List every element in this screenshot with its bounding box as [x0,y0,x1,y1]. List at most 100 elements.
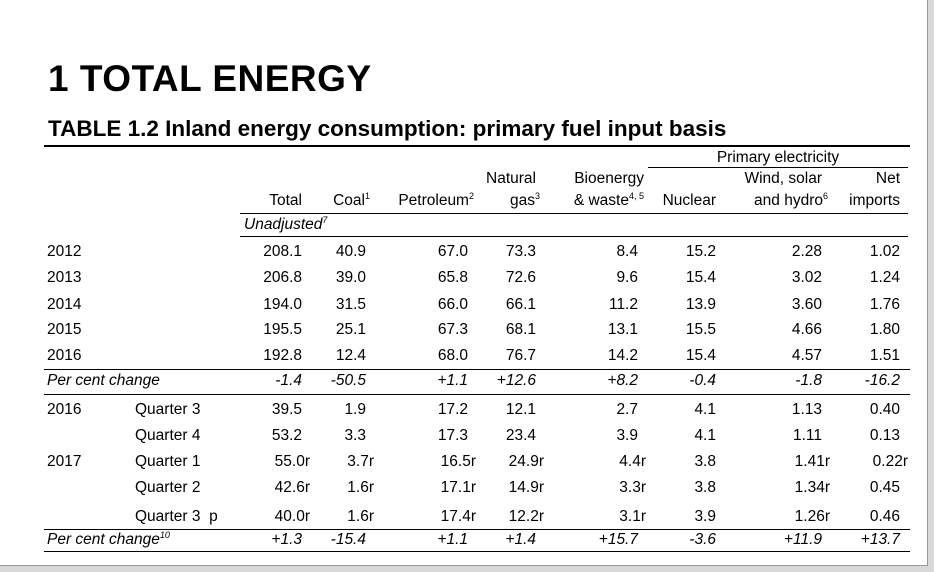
quarter-row-1-col8: 0.40 [869,401,900,418]
header-bioenergy-line2: & waste4, 5 [548,192,644,210]
header-coal: Coal1 [310,192,370,210]
annual-change-col3: +1.1 [437,372,468,389]
header-net-line1: Net [875,170,900,187]
primary-electricity-rule [648,167,908,168]
header-petroleum: Petroleum2 [380,192,474,210]
quarter-row-1-col1: 39.5 [271,401,302,418]
annual-row-4-col1: 195.5 [263,321,302,338]
header-bioenergy-line1: Bioenergy [548,170,644,188]
header-rule [240,213,908,214]
quarter-row-3-col5: 4.4r [619,453,646,470]
table-title: TABLE 1.2 Inland energy consumption: pri… [48,116,727,141]
header-petroleum-footnote: 2 [468,191,474,201]
annual-row-2-col8: 1.24 [869,269,900,286]
annual-row-5-col2: 12.4 [335,347,366,364]
unadjusted-footnote: 7 [322,215,328,225]
quarter-row-4-col3: 17.1r [440,479,476,496]
header-natural-gas-line1: Natural [486,170,536,187]
row-quarter: Quarter 3 p [135,508,218,525]
row-year: 2013 [47,269,82,286]
annual-change-top-rule [44,369,910,370]
header-natural-gas-footnote: 3 [534,191,540,201]
header-bioenergy-label2: & waste [573,192,629,209]
quarter-row-5-col2: 1.6r [347,508,374,525]
header-natural-gas-label: gas [509,192,535,209]
quarter-row-1-col6: 4.1 [694,401,716,418]
annual-row-4-col8: 1.80 [869,321,900,338]
quarter-row-5-col4: 12.2r [508,508,544,525]
header-natural-gas-line2: gas3 [470,192,540,210]
header-bioenergy-label: Bioenergy [574,170,644,187]
annual-row-3-col4: 66.1 [505,296,536,313]
quarter-row-3-col1: 55.0r [274,453,310,470]
top-rule [44,145,910,147]
page-title: 1 TOTAL ENERGY [48,58,372,99]
quarter-row-5-col3: 17.4r [440,508,476,525]
annual-row-2-col5: 9.6 [616,269,638,286]
quarter-row-3-col2: 3.7r [347,453,374,470]
annual-row-4-col5: 13.1 [607,321,638,338]
quarter-change-col4: +1.4 [505,531,536,548]
header-coal-label: Coal [333,192,365,209]
quarter-change-col5: +15.7 [598,531,638,548]
header-total: Total [269,192,302,209]
quarter-row-1-col2: 1.9 [344,401,366,418]
annual-row-5-col3: 68.0 [437,347,468,364]
quarter-row-2-col2: 3.3 [344,427,366,444]
header-wind-line2: and hydro6 [720,192,828,210]
quarter-row-3-col6: 3.8 [694,453,716,470]
annual-change-col6: -0.4 [689,372,716,389]
header-bioenergy-footnote: 4, 5 [628,191,644,201]
annual-row-4-col6: 15.5 [685,321,716,338]
row-quarter: Quarter 1 [135,453,201,470]
quarter-row-4-col2: 1.6r [347,479,374,496]
quarter-row-5-col1: 40.0r [274,508,310,525]
quarter-row-2-col8: 0.13 [869,427,900,444]
quarter-row-2-col6: 4.1 [694,427,716,444]
quarter-row-4-col7: 1.34r [794,479,830,496]
quarter-row-1-col4: 12.1 [505,401,536,418]
annual-change-bottom-rule [44,394,910,395]
quarter-change-text: Per cent change [47,531,160,548]
header-wind-line1: Wind, solar [744,170,822,187]
annual-row-5-col5: 14.2 [607,347,638,364]
annual-row-3-col1: 194.0 [263,296,302,313]
annual-row-3-col3: 66.0 [437,296,468,313]
header-wind-label: and hydro [754,192,823,209]
row-quarter: Quarter 4 [135,427,201,444]
unadjusted-text: Unadjusted [244,216,323,233]
annual-change-col1: -1.4 [275,372,302,389]
annual-row-5-col4: 76.7 [505,347,536,364]
header-net-line2: imports [849,192,900,209]
quarter-row-2-col3: 17.3 [437,427,468,444]
quarter-row-1-col5: 2.7 [616,401,638,418]
quarter-change-label: Per cent change10 [47,531,170,549]
row-quarter: Quarter 2 [135,479,201,496]
annual-change-col7: -1.8 [795,372,822,389]
quarter-change-col7: +11.9 [783,531,822,548]
quarter-row-1-col7: 1.13 [791,401,822,418]
annual-row-1-col5: 8.4 [616,243,638,260]
quarter-change-col3: +1.1 [437,531,468,548]
annual-row-2-col3: 65.8 [437,269,468,286]
quarter-change-footnote: 10 [159,530,170,540]
row-quarter: Quarter 3 [135,401,201,418]
annual-row-1-col8: 1.02 [869,243,900,260]
annual-row-5-col8: 1.51 [869,347,900,364]
quarter-row-4-col8: 0.45 [869,479,900,496]
quarter-row-5-col5: 3.1r [619,508,646,525]
quarter-change-col2: -15.4 [330,531,366,548]
annual-row-5-col1: 192.8 [263,347,302,364]
quarter-row-5-col8: 0.46 [869,508,900,525]
quarter-row-3-col7: 1.41r [794,453,830,470]
quarter-change-col1: +1.3 [271,531,302,548]
quarter-row-3-col3: 16.5r [440,453,476,470]
annual-change-col4: +12.6 [496,372,536,389]
header-wind-footnote: 6 [822,191,828,201]
quarter-row-4-col5: 3.3r [619,479,646,496]
header-petroleum-label: Petroleum [398,192,469,209]
annual-row-2-col6: 15.4 [685,269,716,286]
annual-row-2-col1: 206.8 [263,269,302,286]
quarter-row-2-col1: 53.2 [271,427,302,444]
